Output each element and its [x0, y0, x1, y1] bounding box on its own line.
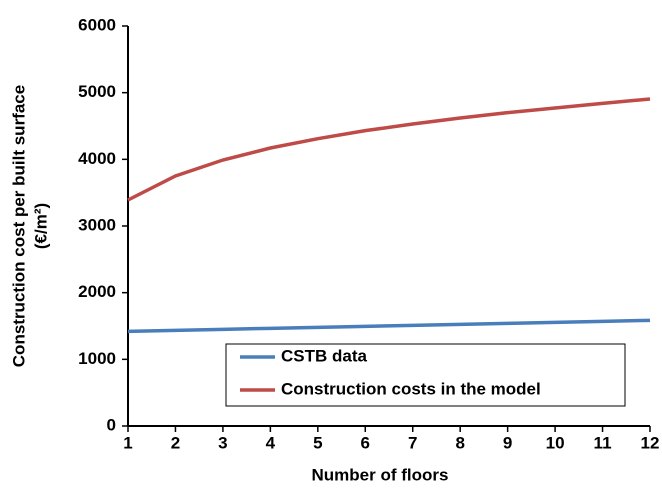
y-tick-label: 0	[107, 415, 116, 434]
y-tick-label: 6000	[78, 15, 116, 34]
y-tick-label: 2000	[78, 282, 116, 301]
x-tick-label: 9	[503, 433, 512, 452]
y-tick-label: 4000	[78, 149, 116, 168]
x-tick-label: 6	[361, 433, 370, 452]
x-tick-label: 5	[313, 433, 322, 452]
data-line	[127, 318, 651, 334]
y-tick-label: 3000	[78, 215, 116, 234]
x-tick-label: 8	[455, 433, 464, 452]
y-tick-label: 5000	[78, 82, 116, 101]
y-axis-title: Construction cost per built surface	[9, 85, 28, 367]
x-tick-label: 10	[546, 433, 565, 452]
x-tick-label: 1	[123, 433, 132, 452]
x-tick-label: 7	[408, 433, 417, 452]
x-tick-label: 4	[266, 433, 276, 452]
legend-label: CSTB data	[281, 346, 368, 365]
x-tick-label: 2	[171, 433, 180, 452]
x-tick-label: 11	[594, 433, 612, 452]
legend-label: Construction costs in the model	[281, 379, 541, 398]
x-tick-label: 3	[218, 433, 227, 452]
legend-box	[225, 343, 626, 407]
x-axis-title: Number of floors	[312, 465, 449, 484]
y-tick-label: 1000	[78, 349, 116, 368]
data-line	[127, 97, 651, 202]
y-axis-title: (€/m²)	[31, 203, 50, 249]
x-tick-label: 12	[641, 433, 660, 452]
